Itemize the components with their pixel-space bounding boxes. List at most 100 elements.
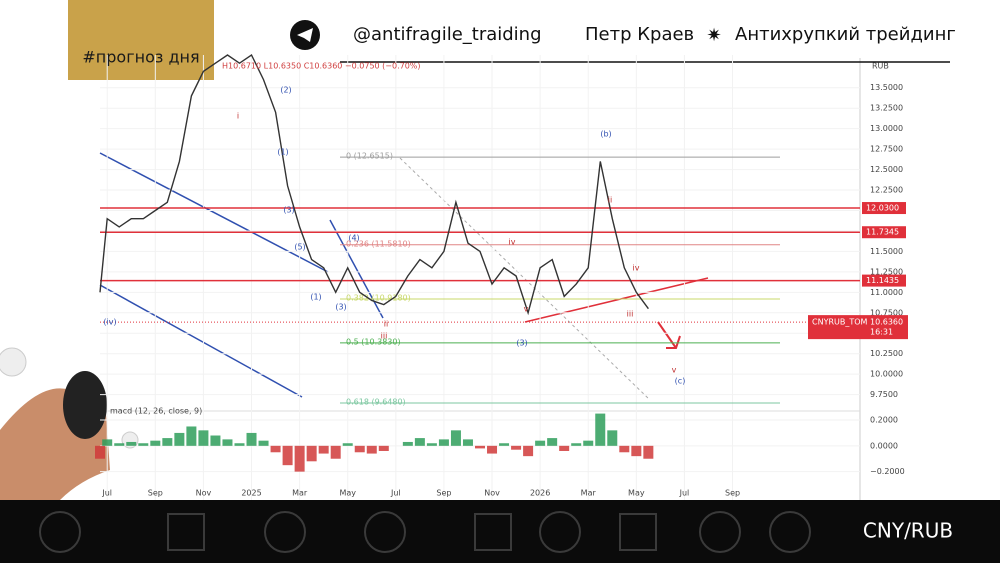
y-axis-label: RUB xyxy=(872,62,889,71)
macd-bar xyxy=(462,439,473,446)
macd-bar xyxy=(282,445,293,466)
wave-label: (b) xyxy=(600,130,611,139)
fib-label: 0.236 (11.5810) xyxy=(346,239,411,248)
x-tick-label: 2025 xyxy=(241,489,261,498)
macd-bar xyxy=(114,443,125,446)
level-badge xyxy=(862,226,906,239)
macd-bar xyxy=(138,443,149,446)
y-tick-label: 11.5000 xyxy=(870,247,903,256)
macd-bar xyxy=(426,443,437,446)
x-tick-label: Mar xyxy=(581,489,597,498)
last-price-badge xyxy=(808,315,908,340)
wave-label: iv xyxy=(633,264,640,273)
chart-area xyxy=(100,55,860,500)
macd-bar xyxy=(198,430,209,446)
macd-bar xyxy=(162,438,173,446)
macd-bar xyxy=(174,432,185,446)
wave-label: iv xyxy=(509,238,516,247)
level-badge xyxy=(862,274,906,287)
y-tick-label: 10.0000 xyxy=(870,370,903,379)
last-price-time: 16:31 xyxy=(870,328,893,337)
separator-star: ✷ xyxy=(706,25,721,46)
macd-tick-label: 0.0000 xyxy=(870,441,898,450)
wave-label: (1) xyxy=(277,148,288,157)
tag-box xyxy=(68,0,214,80)
fib-diagonal xyxy=(399,157,651,401)
wave-label: (3) xyxy=(283,206,294,215)
macd-bar xyxy=(95,445,105,459)
wave-label: ii xyxy=(384,320,388,329)
y-tick-label: 12.2500 xyxy=(870,186,903,195)
x-tick-label: Jul xyxy=(390,489,401,498)
y-tick-label: 10.7500 xyxy=(870,308,903,317)
y-tick-label: 10.2500 xyxy=(870,349,903,358)
macd-bar xyxy=(294,445,305,472)
x-tick-label: May xyxy=(339,489,356,498)
y-tick-label: 12.5000 xyxy=(870,165,903,174)
x-tick-label: Jul xyxy=(101,489,112,498)
header-bar xyxy=(214,0,1000,58)
wave-label: v xyxy=(672,366,677,375)
macd-bar xyxy=(186,426,197,446)
last-price-name: CNYRUB_TOM xyxy=(812,318,868,327)
macd-bar xyxy=(523,445,534,457)
macd-bar xyxy=(270,445,281,453)
macd-bar xyxy=(342,443,353,446)
x-tick-label: Jul xyxy=(679,489,690,498)
y-tick-label: 13.2500 xyxy=(870,104,903,113)
macd-tick-label: 0.2000 xyxy=(870,416,898,425)
y-tick-label: 11.0000 xyxy=(870,288,903,297)
wave-label: (iv) xyxy=(103,318,116,327)
price-line xyxy=(99,53,649,316)
x-tick-label: 2026 xyxy=(530,489,550,498)
macd-bar xyxy=(318,445,329,454)
wave-label: ii xyxy=(608,196,612,205)
macd-bar xyxy=(414,438,425,446)
macd-bar xyxy=(222,439,233,446)
mouse xyxy=(63,371,107,439)
level-label: 11.7345 xyxy=(866,228,899,237)
macd-bar xyxy=(402,441,413,446)
macd-tick-label: −0.2000 xyxy=(870,467,905,476)
macd-bar xyxy=(234,443,245,446)
macd-bar xyxy=(511,445,522,450)
pearl xyxy=(0,347,27,377)
macd-bar xyxy=(499,443,510,446)
wave-label: (3) xyxy=(516,339,527,348)
macd-bar xyxy=(643,445,654,459)
macd-bar xyxy=(535,440,546,446)
macd-bar xyxy=(258,440,269,446)
fib-label: 0.618 (9.6480) xyxy=(346,397,406,406)
x-tick-label: Nov xyxy=(196,489,212,498)
brand: Антихрупкий трейдинг xyxy=(735,24,956,45)
trend-line xyxy=(99,152,329,273)
macd-bar xyxy=(571,443,582,446)
ohlc-legend: H10.6710 L10.6350 C10.6360 −0.0750 (−0.7… xyxy=(222,62,421,71)
macd-bar xyxy=(378,445,389,451)
author: Петр Краев xyxy=(585,24,694,45)
macd-bar xyxy=(547,438,558,446)
macd-bar xyxy=(330,445,341,459)
fib-label: 0.5 (10.3830) xyxy=(346,337,401,346)
channel: @antifragile_traiding xyxy=(353,24,542,45)
wave-label: (1) xyxy=(310,293,321,302)
wave-label: (3) xyxy=(335,303,346,312)
macd-bar xyxy=(354,445,365,453)
macd-bar xyxy=(210,435,221,446)
macd-bar xyxy=(631,445,642,457)
fib-label: 0 (12.6515) xyxy=(346,152,393,161)
macd-legend: macd (12, 26, close, 9) xyxy=(110,407,202,416)
macd-bar xyxy=(246,432,257,446)
macd-bar xyxy=(475,445,485,449)
macd-bar xyxy=(438,439,449,446)
x-tick-label: Sep xyxy=(148,489,163,498)
wave-label: i xyxy=(237,112,239,121)
wave-label: (2) xyxy=(280,86,291,95)
macd-bar xyxy=(126,441,137,446)
y-tick-label: 13.5000 xyxy=(870,83,903,92)
macd-bar xyxy=(595,413,606,446)
macd-bar xyxy=(583,440,594,446)
plot: 9.750010.000010.250010.500010.750011.000… xyxy=(95,53,908,500)
